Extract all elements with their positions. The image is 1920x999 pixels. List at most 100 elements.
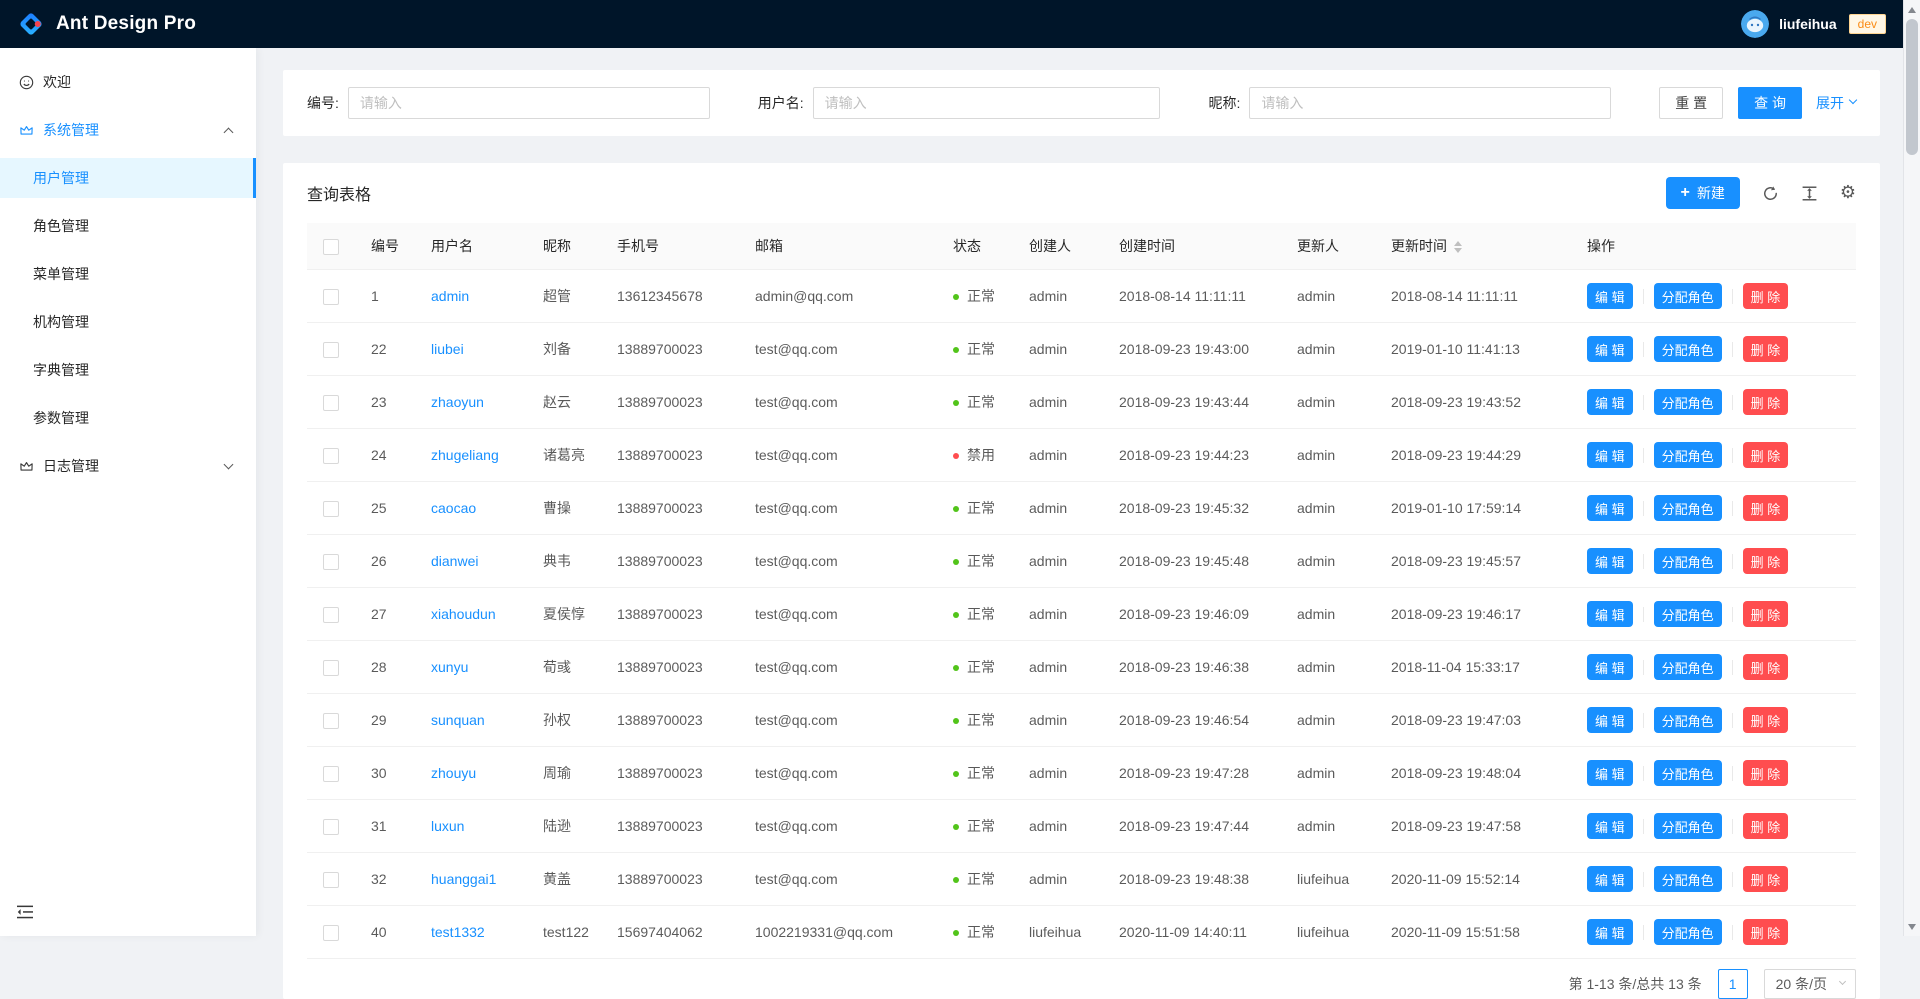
delete-button[interactable]: 删 除 (1742, 389, 1789, 415)
new-button[interactable]: + 新建 (1665, 177, 1740, 209)
assign-role-button[interactable]: 分配角色 (1653, 919, 1722, 945)
username-link[interactable]: huanggai1 (431, 871, 497, 887)
edit-button[interactable]: 编 辑 (1587, 442, 1633, 468)
username-link[interactable]: zhugeliang (431, 447, 499, 463)
delete-button[interactable]: 删 除 (1742, 919, 1789, 945)
reload-icon[interactable] (1762, 185, 1779, 202)
sidebar-item-system-mgmt[interactable]: 系统管理 (0, 110, 256, 150)
delete-button[interactable]: 删 除 (1742, 654, 1789, 680)
assign-role-button[interactable]: 分配角色 (1653, 760, 1722, 786)
action-divider (1642, 712, 1644, 728)
density-icon[interactable] (1801, 185, 1818, 202)
assign-role-button[interactable]: 分配角色 (1653, 283, 1722, 309)
delete-button[interactable]: 删 除 (1742, 548, 1789, 574)
scrollbar[interactable] (1903, 0, 1920, 936)
edit-button[interactable]: 编 辑 (1587, 601, 1633, 627)
assign-role-button[interactable]: 分配角色 (1653, 495, 1722, 521)
assign-role-button[interactable]: 分配角色 (1653, 866, 1722, 892)
user-name[interactable]: liufeihua (1779, 16, 1837, 32)
username-link[interactable]: liubei (431, 341, 464, 357)
nickname-field[interactable] (1249, 87, 1612, 119)
delete-button[interactable]: 删 除 (1742, 866, 1789, 892)
assign-role-button[interactable]: 分配角色 (1653, 336, 1722, 362)
sidebar-item-menus[interactable]: 菜单管理 (0, 254, 256, 294)
delete-button[interactable]: 删 除 (1742, 813, 1789, 839)
assign-role-button[interactable]: 分配角色 (1653, 548, 1722, 574)
scroll-up-arrow[interactable] (1904, 2, 1920, 17)
assign-role-button[interactable]: 分配角色 (1653, 442, 1722, 468)
user-avatar[interactable] (1741, 10, 1770, 38)
sidebar-item-params[interactable]: 参数管理 (0, 398, 256, 438)
expand-link[interactable]: 展开 (1816, 93, 1858, 113)
action-divider (1731, 447, 1733, 463)
edit-button[interactable]: 编 辑 (1587, 866, 1633, 892)
row-checkbox[interactable] (323, 606, 339, 623)
assign-role-button[interactable]: 分配角色 (1653, 654, 1722, 680)
username-link[interactable]: dianwei (431, 553, 479, 569)
edit-button[interactable]: 编 辑 (1587, 283, 1633, 309)
edit-button[interactable]: 编 辑 (1587, 389, 1633, 415)
id-field[interactable] (347, 87, 710, 119)
username-link[interactable]: zhouyu (431, 765, 477, 781)
row-checkbox[interactable] (323, 288, 339, 305)
edit-button[interactable]: 编 辑 (1587, 548, 1633, 574)
username-field[interactable] (812, 87, 1161, 119)
delete-button[interactable]: 删 除 (1742, 760, 1789, 786)
settings-gear-icon[interactable]: ⚙ (1839, 182, 1856, 203)
assign-role-button[interactable]: 分配角色 (1653, 813, 1722, 839)
delete-button[interactable]: 删 除 (1742, 707, 1789, 733)
sidebar-item-users[interactable]: 用户管理 (0, 158, 256, 198)
row-checkbox[interactable] (323, 659, 339, 676)
sidebar-collapse-trigger[interactable] (17, 905, 33, 922)
assign-role-button[interactable]: 分配角色 (1653, 601, 1722, 627)
edit-button[interactable]: 编 辑 (1587, 495, 1633, 521)
edit-button[interactable]: 编 辑 (1587, 654, 1633, 680)
delete-button[interactable]: 删 除 (1742, 283, 1789, 309)
row-checkbox[interactable] (323, 394, 339, 411)
username-link[interactable]: sunquan (431, 712, 485, 728)
username-link[interactable]: luxun (431, 818, 465, 834)
reset-button[interactable]: 重 置 (1659, 87, 1724, 119)
cell-updater: admin (1281, 534, 1375, 588)
row-checkbox[interactable] (323, 924, 339, 941)
username-link[interactable]: caocao (431, 500, 477, 516)
delete-button[interactable]: 删 除 (1742, 442, 1789, 468)
username-link[interactable]: test1332 (431, 924, 485, 940)
username-link[interactable]: xiahoudun (431, 606, 496, 622)
edit-button[interactable]: 编 辑 (1587, 336, 1633, 362)
row-checkbox[interactable] (323, 712, 339, 729)
page-size-select[interactable]: 20 条/页 (1763, 969, 1856, 999)
sorter-icon[interactable] (1454, 241, 1462, 254)
edit-button[interactable]: 编 辑 (1587, 760, 1633, 786)
edit-button[interactable]: 编 辑 (1587, 707, 1633, 733)
sidebar-item-dicts[interactable]: 字典管理 (0, 350, 256, 390)
username-link[interactable]: xunyu (431, 659, 469, 675)
logo-area[interactable]: Ant Design Pro (16, 9, 196, 39)
row-checkbox[interactable] (323, 341, 339, 358)
assign-role-button[interactable]: 分配角色 (1653, 389, 1722, 415)
scrollbar-thumb[interactable] (1906, 19, 1918, 155)
row-checkbox[interactable] (323, 447, 339, 464)
page-1-button[interactable]: 1 (1717, 969, 1748, 999)
edit-button[interactable]: 编 辑 (1587, 813, 1633, 839)
row-checkbox[interactable] (323, 765, 339, 782)
sidebar-item-orgs[interactable]: 机构管理 (0, 302, 256, 342)
row-checkbox[interactable] (323, 871, 339, 888)
delete-button[interactable]: 删 除 (1742, 495, 1789, 521)
delete-button[interactable]: 删 除 (1742, 601, 1789, 627)
assign-role-button[interactable]: 分配角色 (1653, 707, 1722, 733)
edit-button[interactable]: 编 辑 (1587, 919, 1633, 945)
sidebar-item-roles[interactable]: 角色管理 (0, 206, 256, 246)
sidebar-item-welcome[interactable]: 欢迎 (0, 62, 256, 102)
delete-button[interactable]: 删 除 (1742, 336, 1789, 362)
scroll-down-arrow[interactable] (1904, 919, 1920, 934)
username-link[interactable]: zhaoyun (431, 394, 484, 410)
row-checkbox[interactable] (323, 500, 339, 517)
select-all-checkbox[interactable] (323, 238, 339, 255)
row-checkbox[interactable] (323, 553, 339, 570)
search-button[interactable]: 查 询 (1738, 87, 1802, 119)
username-link[interactable]: admin (431, 288, 470, 304)
cell-nickname: 刘备 (527, 322, 601, 376)
row-checkbox[interactable] (323, 818, 339, 835)
sidebar-item-log-mgmt[interactable]: 日志管理 (0, 446, 256, 486)
